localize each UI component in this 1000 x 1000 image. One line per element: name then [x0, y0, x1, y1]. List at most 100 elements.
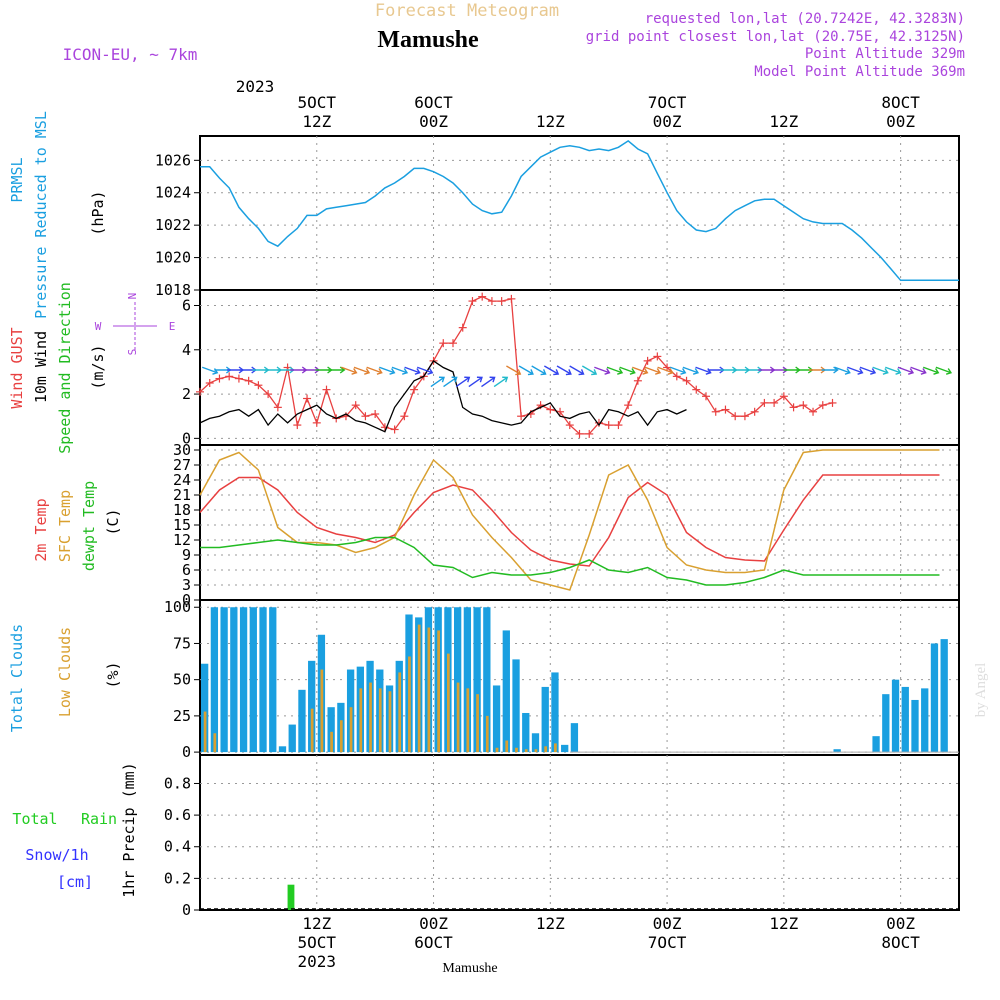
arrow-head: [692, 368, 700, 375]
prmsl-label: PRMSL: [8, 157, 26, 202]
arrow-shaft: [619, 366, 635, 374]
wind-direction-arrow: [518, 365, 534, 376]
total-cloud-bar: [561, 744, 569, 753]
y-tick-label: 0.2: [164, 869, 191, 887]
panel-frame: [199, 754, 960, 911]
y-tick-label: 4: [182, 341, 191, 359]
temp-unit: (C): [104, 508, 122, 535]
wind-direction-arrow: [897, 366, 915, 375]
top-time-label: 00Z: [886, 112, 915, 131]
arrow-head: [680, 368, 687, 375]
y-tick-label: 6: [182, 561, 191, 579]
wind-direction-arrow: [682, 366, 700, 375]
total-cloud-bar: [891, 679, 900, 753]
y-tick-label: 0: [182, 429, 191, 447]
y-tick-label: 9: [182, 546, 191, 564]
arrow-shaft: [847, 366, 863, 374]
wind-direction-arrow: [468, 376, 483, 388]
wind-direction-arrow: [493, 376, 509, 388]
super-title: Forecast Meteogram: [375, 1, 559, 21]
arrow-shaft: [455, 376, 470, 388]
panel-frame: [199, 444, 960, 601]
snow-label: Snow/1h: [25, 846, 88, 864]
dewpt-label: dewpt Temp: [80, 481, 98, 571]
wind-direction-arrow: [935, 366, 953, 375]
total-cloud-bar: [298, 689, 306, 753]
total-cloud-bar: [492, 685, 501, 753]
arrow-head: [844, 368, 851, 375]
wind-direction-arrow: [544, 365, 560, 376]
bottom-time-label: 8OCT: [881, 933, 920, 952]
requested-lonlat: requested lon,lat (20.7242E, 42.3283N): [645, 11, 965, 27]
y-tick-label: 2: [182, 385, 191, 403]
low-cloud-bar: [515, 747, 518, 753]
low-cloud-bar: [554, 743, 557, 753]
precip-label: 1hr Precip (mm): [120, 762, 138, 897]
wind-direction-arrow: [430, 376, 445, 388]
station-title: Mamushe: [377, 27, 479, 53]
wind-direction-arrow: [885, 366, 902, 375]
low-cloud-bar: [378, 688, 382, 753]
t2m-line: [199, 474, 940, 567]
arrow-head: [667, 368, 674, 375]
arrow-head: [502, 376, 509, 383]
y-tick-label: 27: [173, 456, 191, 474]
y-tick-label: 1022: [155, 216, 191, 234]
y-tick-label: 1026: [155, 151, 191, 169]
low-cloud-bar: [398, 672, 402, 753]
total-cloud-bar: [463, 607, 472, 753]
low-cloud-bar: [408, 656, 411, 753]
arrow-shaft: [481, 376, 495, 388]
total-label: Total: [12, 810, 57, 828]
arrow-head: [476, 376, 483, 383]
low-cloud-bar: [466, 688, 470, 753]
arrow-head: [857, 368, 864, 375]
prmsl-unit: (hPa): [89, 190, 107, 235]
model-altitude: Model Point Altitude 369m: [754, 64, 965, 80]
top-time-label: 7OCT: [648, 93, 687, 112]
wind-direction-arrow: [443, 376, 458, 388]
wind-direction-arrow: [506, 365, 522, 376]
compass-north: N: [126, 293, 139, 300]
bottom-time-label: 6OCT: [414, 933, 453, 952]
arrow-head: [540, 369, 547, 376]
y-tick-label: 0.4: [164, 838, 191, 856]
arrow-shaft: [594, 366, 610, 374]
arrow-head: [402, 368, 409, 375]
low-cloud-bar: [437, 630, 440, 753]
total-cloud-bar: [308, 660, 316, 753]
arrow-shaft: [657, 366, 673, 374]
total-cloud-bar: [201, 663, 209, 753]
y-tick-label: 75: [173, 634, 191, 652]
top-time-label: 5OCT: [298, 93, 337, 112]
sfc-temp-line: [199, 449, 940, 591]
arrow-shaft: [366, 366, 382, 374]
wind-direction-arrow: [417, 366, 434, 375]
low-cloud-bar: [330, 731, 333, 753]
total-cloud-bar: [220, 607, 228, 753]
arrow-head: [515, 369, 522, 376]
arrow-shaft: [923, 366, 939, 374]
arrow-shaft: [556, 365, 572, 375]
low-cloud-bar: [388, 691, 392, 753]
arrow-shaft: [341, 366, 357, 374]
bottom-time-label: 00Z: [886, 914, 915, 933]
low-cloud-bar: [203, 711, 207, 753]
bottom-time-label: 12Z: [536, 914, 565, 933]
low-cloud-bar: [417, 624, 421, 753]
y-tick-label: 50: [173, 671, 191, 689]
wind-direction-arrow: [910, 366, 927, 375]
wind-direction-arrow: [391, 366, 409, 375]
panel-frame: [199, 289, 960, 446]
total-cloud-bar: [531, 733, 540, 753]
wind-direction-arrow: [834, 366, 851, 375]
arrow-head: [933, 368, 940, 375]
arrow-shaft: [430, 376, 445, 388]
arrow-shaft: [644, 366, 661, 374]
arrow-shaft: [391, 366, 408, 374]
wind-direction-arrow: [644, 366, 662, 375]
total-cloud-bar: [454, 607, 462, 753]
arrow-head: [945, 368, 953, 375]
arrow-head: [642, 368, 649, 375]
arrow-head: [351, 368, 358, 375]
